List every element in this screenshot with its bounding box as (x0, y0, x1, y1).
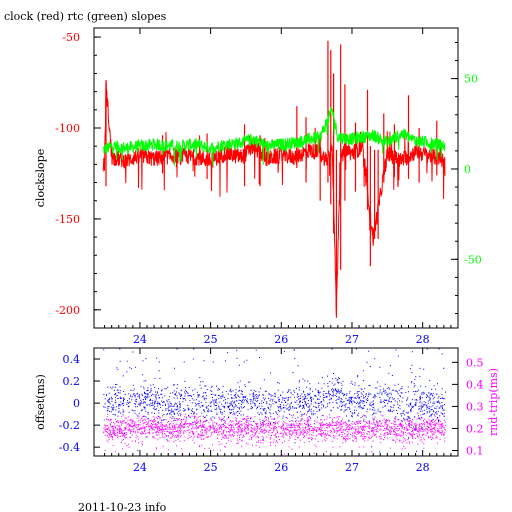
slopes-plot-frame (93, 27, 459, 329)
y-tick-label: -50 (62, 31, 80, 44)
rtc-series (102, 107, 446, 167)
slopes-axes: 24 25 26 27 28 -50 -100 -150 -200 50 0 -50 (55, 28, 482, 346)
x-tick-label: 25 (204, 461, 218, 474)
y-tick-label: -150 (55, 213, 80, 226)
offset-axes: 24 25 26 27 28 0.4 0.2 0 -0.2 -0.4 0.5 0.4 0.3 0.2 0.1 (59, 348, 484, 474)
rnd-trip-y-axis-label: rnd-trip(ms) (487, 368, 500, 436)
x-tick-label: 28 (416, 333, 430, 346)
x-tick-label: 27 (345, 461, 359, 474)
x-tick-label: 25 (204, 333, 218, 346)
slopes-panel: 24 25 26 27 28 -50 -100 -150 -200 50 0 -50 clockslo… (34, 27, 482, 346)
x-tick-label: 27 (345, 333, 359, 346)
y2-tick-label: 0.1 (466, 444, 484, 457)
offset-series (103, 348, 446, 456)
y-tick-label: -0.2 (59, 419, 80, 432)
x-tick-label: 26 (274, 461, 288, 474)
y2-tick-label: 50 (464, 73, 478, 86)
slopes-y-axis-label: clockslope (34, 149, 47, 207)
x-tick-label: 28 (416, 461, 430, 474)
y-tick-label: -0.4 (59, 441, 80, 454)
footer-label: 2011-10-23 info (78, 501, 167, 512)
y2-tick-label: 0.4 (466, 378, 484, 391)
x-tick-label: 24 (133, 461, 147, 474)
y-tick-label: 0.4 (63, 353, 81, 366)
y-tick-label: -200 (55, 304, 80, 317)
offset-y-axis-label: offset(ms) (34, 374, 47, 430)
clock-line (102, 80, 446, 318)
chart-title: clock (red) rtc (green) slopes (4, 10, 167, 23)
rtc-line (102, 107, 446, 167)
y2-tick-label: 0 (464, 163, 471, 176)
x-tick-label: 26 (274, 333, 288, 346)
y2-tick-label: 0.2 (466, 422, 484, 435)
y2-tick-label: 0.3 (466, 400, 484, 413)
y-tick-label: 0.2 (63, 375, 81, 388)
y2-tick-label: 0.5 (466, 356, 484, 369)
x-tick-label: 24 (133, 333, 147, 346)
y-tick-label: -100 (55, 122, 80, 135)
rnd-trip-points (103, 411, 447, 456)
offset-points (103, 348, 446, 456)
offset-plot-frame (93, 347, 459, 457)
y-tick-label: 0 (73, 397, 80, 410)
rnd-trip-series (103, 411, 447, 456)
offset-panel: 24 25 26 27 28 0.4 0.2 0 -0.2 -0.4 0.5 0.4 0.3 0.2 0.1… (34, 347, 500, 474)
y2-tick-label: -50 (464, 253, 482, 266)
